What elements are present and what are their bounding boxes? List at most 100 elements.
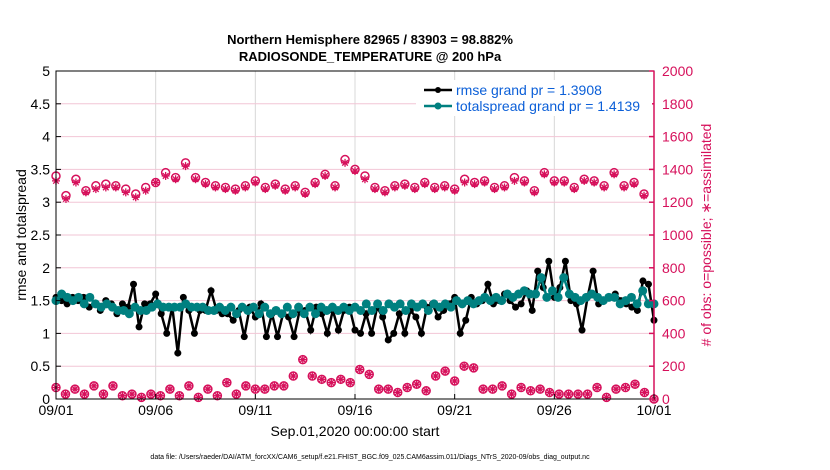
obs-assimilated-marker	[241, 183, 250, 192]
x-tick-label: 09/16	[337, 402, 372, 418]
marks	[51, 154, 659, 404]
rmse-point	[379, 313, 387, 321]
totalspread-point	[356, 305, 366, 315]
obs-assimilated-marker	[171, 175, 180, 184]
obs-low-assimilated-marker	[488, 385, 497, 394]
rmse-point	[273, 333, 281, 341]
y-right-tick-label: 200	[662, 358, 686, 374]
legend-box	[416, 80, 652, 116]
obs-assimilated-marker	[580, 176, 589, 185]
obs-low-assimilated-marker	[545, 388, 554, 397]
totalspread-point	[638, 286, 648, 296]
totalspread-point	[124, 309, 134, 319]
totalspread-point	[536, 273, 546, 283]
rmse-point	[484, 280, 492, 288]
obs-assimilated-marker	[610, 170, 619, 179]
y-tick-label: 1.5	[31, 293, 51, 309]
obs-assimilated-marker	[520, 178, 529, 187]
obs-low-assimilated-marker	[279, 381, 288, 390]
obs-assimilated-marker	[420, 180, 429, 189]
legend-spread-label: totalspread grand pr = 1.4139	[456, 98, 640, 114]
totalspread-point	[311, 309, 321, 319]
totalspread-point	[232, 309, 242, 319]
obs-low-assimilated-marker	[355, 365, 364, 374]
rmse-point	[517, 300, 525, 308]
obs-low-assimilated-marker	[203, 385, 212, 394]
rmse-point	[417, 329, 425, 337]
rmse-point	[323, 329, 331, 337]
y-right-tick-label: 400	[662, 325, 686, 341]
obs-assimilated-marker	[161, 171, 170, 180]
obs-low-assimilated-marker	[574, 390, 583, 399]
obs-low-assimilated-marker	[70, 385, 79, 394]
rmse-point	[240, 333, 248, 341]
y-tick-label: 3	[42, 194, 50, 210]
obs-assimilated-marker	[191, 175, 200, 184]
obs-assimilated-marker	[460, 178, 469, 187]
obs-assimilated-marker	[211, 183, 220, 192]
rmse-point	[174, 349, 182, 357]
obs-low-assimilated-marker	[308, 372, 317, 381]
totalspread-point	[282, 302, 292, 312]
obs-low-assimilated-marker	[498, 381, 507, 390]
rmse-point	[190, 329, 198, 337]
y-right-tick-label: 1600	[662, 129, 693, 145]
totalspread-point	[254, 309, 264, 319]
rmse-point	[229, 316, 237, 324]
rmse-point	[528, 306, 536, 314]
rmse-point	[462, 316, 470, 324]
rmse-point	[545, 257, 553, 265]
y-right-tick-label: 1000	[662, 227, 693, 243]
y-tick-label: 3.5	[31, 161, 51, 177]
x-tick-label: 09/26	[537, 402, 572, 418]
totalspread-point	[610, 292, 620, 302]
obs-low-assimilated-marker	[441, 367, 450, 376]
obs-assimilated-marker	[131, 193, 140, 202]
totalspread-point	[497, 296, 507, 306]
obs-assimilated-marker	[91, 185, 100, 194]
obs-low-assimilated-marker	[89, 381, 98, 390]
obs-assimilated-marker	[440, 183, 449, 192]
obs-low-assimilated-marker	[374, 385, 383, 394]
totalspread-point	[553, 292, 563, 302]
obs-assimilated-marker	[121, 188, 130, 197]
totalspread-point	[423, 305, 433, 315]
rmse-point	[639, 277, 647, 285]
obs-low-assimilated-marker	[156, 391, 165, 400]
obs-low-assimilated-marker	[232, 390, 241, 399]
rmse-point	[384, 336, 392, 344]
rmse-point	[578, 326, 586, 334]
rmse-point	[262, 333, 270, 341]
obs-low-assimilated-marker	[317, 375, 326, 384]
totalspread-point	[418, 299, 428, 309]
obs-low-assimilated-marker	[127, 390, 136, 399]
totalspread-point	[248, 302, 258, 312]
obs-low-assimilated-marker	[631, 380, 640, 389]
y-tick-label: 4	[42, 129, 50, 145]
totalspread-point	[373, 299, 383, 309]
obs-assimilated-marker	[540, 170, 549, 179]
rmse-point	[534, 267, 542, 275]
rmse-point	[207, 287, 215, 295]
obs-low-assimilated-marker	[640, 388, 649, 397]
x-tick-label: 09/06	[138, 402, 173, 418]
obs-assimilated-marker	[271, 181, 280, 190]
x-tick-label: 10/01	[636, 402, 671, 418]
x-tick-label: 09/01	[38, 402, 73, 418]
obs-assimilated-marker	[570, 185, 579, 194]
obs-assimilated-marker	[370, 185, 379, 194]
y-tick-label: 0	[42, 391, 50, 407]
obs-assimilated-marker	[281, 186, 290, 195]
obs-assimilated-marker	[251, 178, 260, 187]
obs-low-assimilated-marker	[517, 383, 526, 392]
totalspread-point	[542, 292, 552, 302]
obs-low-assimilated-marker	[222, 378, 231, 387]
obs-assimilated-marker	[181, 162, 190, 171]
obs-low-assimilated-marker	[583, 390, 592, 399]
obs-low-assimilated-marker	[260, 385, 269, 394]
rmse-point	[412, 313, 420, 321]
obs-low-assimilated-marker	[80, 390, 89, 399]
obs-assimilated-marker	[530, 188, 539, 197]
rmse-point	[589, 267, 597, 275]
y-tick-label: 2	[42, 260, 50, 276]
